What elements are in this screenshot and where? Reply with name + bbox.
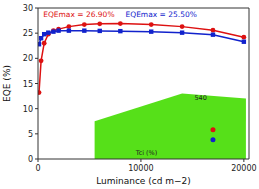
series-marker	[149, 22, 154, 27]
y-tick	[35, 33, 38, 34]
series-marker	[67, 28, 71, 32]
y-axis-label: EQE (%)	[2, 65, 12, 102]
y-tick-label: 10	[23, 105, 33, 114]
chart: 0 10000 20000 0 5 10 15 20 25 30 Luminance (cd m−2…	[0, 0, 259, 189]
series-marker	[211, 32, 215, 36]
series-marker	[118, 29, 122, 33]
x-tick-label: 10000	[128, 164, 153, 173]
x-axis-line	[38, 159, 249, 160]
series-marker	[241, 35, 246, 40]
annotation: EQEmax = 26.90%	[43, 10, 114, 19]
series-marker	[46, 30, 50, 34]
series-marker	[211, 28, 216, 33]
y-tick-label: 15	[23, 80, 33, 89]
y-tick	[35, 133, 38, 134]
series-marker	[82, 28, 86, 32]
x-tick	[243, 159, 244, 162]
y-tick-label: 30	[23, 4, 33, 13]
frame-right	[249, 8, 250, 159]
inset-point	[210, 137, 215, 142]
inset-point	[210, 127, 215, 132]
series-marker	[149, 29, 153, 33]
series-marker	[98, 29, 102, 33]
y-tick	[35, 159, 38, 160]
series-marker	[51, 29, 55, 33]
inset-patch	[95, 94, 246, 159]
y-tick	[35, 58, 38, 59]
x-axis-label: Luminance (cd m−2)	[96, 176, 191, 186]
series-marker	[97, 21, 102, 26]
annotation: Tci (%)	[135, 149, 158, 157]
y-tick	[35, 108, 38, 109]
y-tick-label: 25	[23, 29, 33, 38]
x-tick-label: 20000	[231, 164, 256, 173]
annotation: 540	[194, 94, 206, 102]
series-marker	[42, 32, 46, 36]
y-tick-label: 0	[28, 155, 33, 164]
annotation: EQEmax = 25.50%	[125, 10, 196, 19]
y-tick	[35, 8, 38, 9]
series-line	[39, 24, 244, 93]
series-marker	[180, 24, 185, 29]
x-tick-label: 0	[35, 164, 40, 173]
y-tick-label: 20	[23, 54, 33, 63]
series-marker	[66, 24, 71, 29]
series-marker	[38, 90, 41, 95]
series-marker	[39, 58, 44, 63]
x-tick	[140, 159, 141, 162]
series-marker	[242, 40, 246, 44]
series-marker	[82, 22, 87, 27]
series-marker	[180, 30, 184, 34]
frame-top	[38, 8, 249, 9]
plot-area	[38, 8, 249, 159]
y-tick-label: 5	[28, 130, 33, 139]
plot-marks	[38, 21, 246, 159]
series-marker	[118, 21, 123, 26]
series-marker	[39, 36, 43, 40]
series-marker	[42, 41, 47, 46]
series-marker	[51, 28, 56, 33]
series-marker	[56, 28, 60, 32]
y-tick	[35, 83, 38, 84]
